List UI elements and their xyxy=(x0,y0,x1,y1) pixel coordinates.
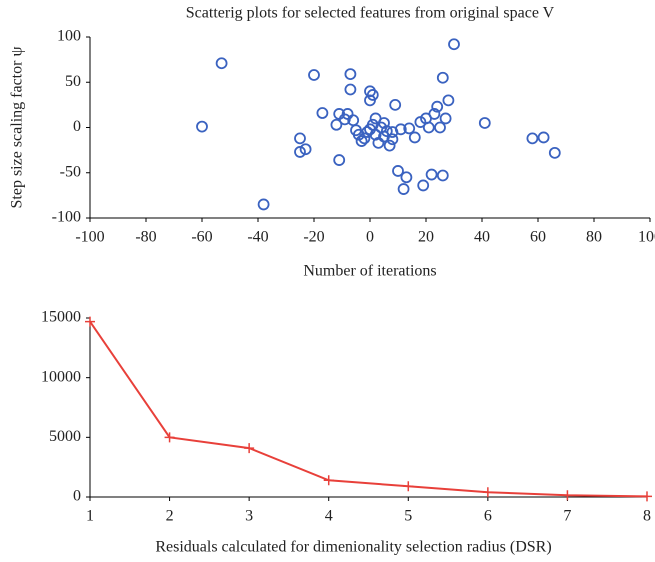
x-axis-label: Number of iterations xyxy=(303,263,436,280)
x-tick-label: -80 xyxy=(135,229,156,246)
scatter-point xyxy=(478,117,491,129)
x-tick-label: 1 xyxy=(86,508,94,525)
scatter-point xyxy=(422,121,435,134)
scatter-point xyxy=(439,112,452,125)
scatter-point xyxy=(436,169,449,182)
x-tick-label: -20 xyxy=(303,229,324,246)
y-tick-label: -100 xyxy=(52,209,81,226)
chart-title: Scatterig plots for selected features fr… xyxy=(186,5,555,22)
y-axis-label: Step size scaling factor ψ xyxy=(9,47,26,209)
scatter-point xyxy=(378,117,390,129)
scatter-point xyxy=(380,125,393,138)
x-tick-label: 5 xyxy=(404,508,412,525)
x-tick-label: 100 xyxy=(638,229,655,246)
line-marker xyxy=(403,481,414,492)
line-marker xyxy=(482,487,493,498)
x-tick-label: 0 xyxy=(366,229,374,246)
line-marker xyxy=(562,490,573,501)
line-marker xyxy=(642,491,652,502)
y-tick-label: 5000 xyxy=(49,428,81,445)
x-tick-label: 20 xyxy=(418,229,434,246)
scatter-point xyxy=(344,83,357,96)
scatter-point xyxy=(400,171,413,184)
scatter-point xyxy=(308,69,320,81)
scatter-point xyxy=(294,132,306,145)
scatter-point xyxy=(364,85,376,98)
x-tick-label: 8 xyxy=(643,508,651,525)
scatter-point xyxy=(408,131,421,144)
scatter-point xyxy=(215,57,228,70)
scatter-point xyxy=(425,168,438,181)
scatter-point xyxy=(294,146,306,158)
line-series xyxy=(89,321,648,498)
scatter-point xyxy=(299,143,312,156)
scatter-point xyxy=(196,120,208,133)
scatter-point xyxy=(316,107,329,119)
x-tick-label: -100 xyxy=(75,229,104,246)
y-tick-label: 10000 xyxy=(41,368,81,385)
scatter-point xyxy=(358,132,371,145)
scatter-point xyxy=(386,133,399,146)
x-tick-label: 60 xyxy=(530,229,546,246)
scatter-point xyxy=(394,123,407,136)
y-tick-label: 100 xyxy=(57,28,81,45)
scatter-point xyxy=(442,94,455,107)
y-tick-label: 0 xyxy=(73,118,81,135)
y-tick-label: -50 xyxy=(60,163,81,180)
scatter-point xyxy=(383,139,396,152)
scatter-point xyxy=(369,128,382,141)
y-tick-label: 15000 xyxy=(41,309,81,326)
x-tick-label: 4 xyxy=(325,508,333,525)
x-tick-label: -40 xyxy=(247,229,268,246)
scatter-point xyxy=(526,132,539,145)
scatter-point xyxy=(448,38,460,51)
y-tick-label: 50 xyxy=(65,73,81,90)
scatter-point xyxy=(389,98,402,111)
x-tick-label: 2 xyxy=(166,508,174,525)
scatter-point xyxy=(392,165,404,177)
x-tick-label: 40 xyxy=(474,229,490,246)
scatter-point xyxy=(428,108,441,120)
line-marker xyxy=(85,316,95,327)
scatter-point xyxy=(257,198,270,211)
scatter-point xyxy=(548,146,561,159)
x-tick-label: 80 xyxy=(586,229,602,246)
x-tick-label: 3 xyxy=(245,508,253,525)
scatter-point xyxy=(434,121,446,134)
scatter-point xyxy=(366,89,379,101)
line-marker xyxy=(244,443,255,454)
scatter-point xyxy=(355,135,368,147)
x-axis-label: Residuals calculated for dimenionality s… xyxy=(155,539,551,556)
scatter-point xyxy=(344,68,357,81)
x-tick-label: 6 xyxy=(484,508,492,525)
line-marker xyxy=(164,432,175,443)
x-tick-label: -60 xyxy=(191,229,212,246)
scatter-point xyxy=(417,179,430,192)
y-tick-label: 0 xyxy=(73,488,81,505)
scatter-point xyxy=(431,100,444,113)
line-marker xyxy=(323,475,334,486)
scatter-point xyxy=(436,71,449,84)
x-tick-label: 7 xyxy=(563,508,571,525)
scatter-point xyxy=(333,154,346,166)
scatter-point xyxy=(537,131,550,144)
scatter-point xyxy=(403,122,416,135)
scatter-point xyxy=(330,118,343,131)
scatter-point xyxy=(397,183,410,195)
